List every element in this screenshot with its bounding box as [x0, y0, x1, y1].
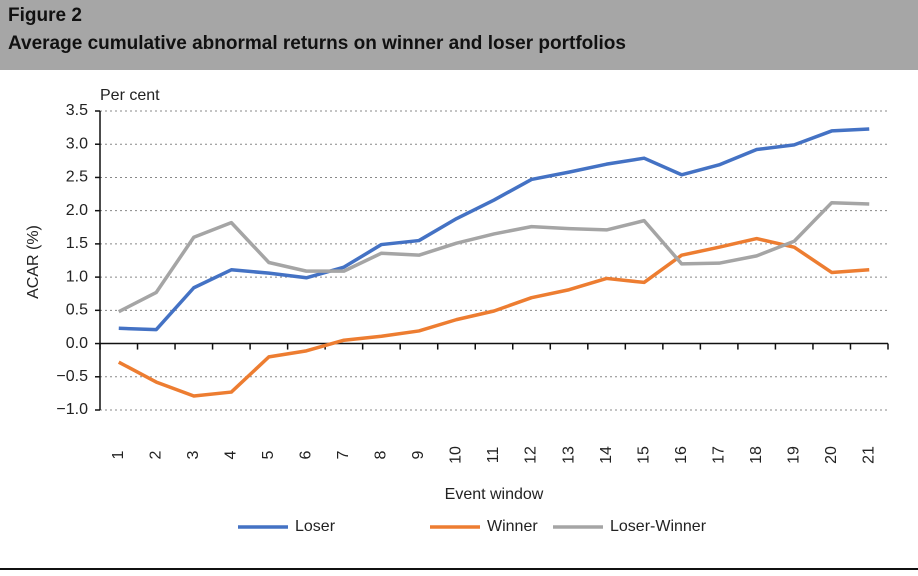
y-tick-label: 2.0 [66, 202, 88, 219]
figure-number: Figure 2 [8, 5, 82, 26]
y-tick-label: 3.0 [66, 135, 88, 152]
x-tick-label: 2 [148, 450, 165, 459]
y-tick-label: 1.5 [66, 235, 88, 252]
x-tick-label: 16 [673, 446, 690, 464]
x-tick-label: 6 [298, 450, 315, 459]
x-tick-label: 10 [448, 446, 465, 464]
series-line [117, 200, 870, 314]
y-tick-label: 0.0 [66, 335, 88, 352]
x-tick-label: 4 [223, 450, 240, 459]
legend-label: Loser [295, 518, 336, 535]
x-tick-label: 17 [710, 446, 727, 464]
legend-label: Loser-Winner [610, 518, 707, 535]
y-tick-label: −1.0 [56, 401, 88, 418]
y-tick-label: 3.5 [66, 102, 88, 119]
y-tick-label: −0.5 [56, 368, 88, 385]
x-tick-label: 1 [110, 450, 127, 459]
x-tick-label: 13 [560, 446, 577, 464]
x-tick-label: 5 [260, 450, 277, 459]
x-tick-label: 3 [185, 450, 202, 459]
x-tick-label: 15 [635, 446, 652, 464]
x-tick-label: 21 [860, 446, 877, 464]
y-unit: Per cent [100, 87, 160, 104]
series-line [117, 236, 870, 398]
x-tick-label: 18 [748, 446, 765, 464]
x-tick-label: 12 [523, 446, 540, 464]
y-tick-label: 2.5 [66, 169, 88, 186]
figure-title: Average cumulative abnormal returns on w… [8, 33, 626, 54]
x-tick-label: 8 [373, 450, 390, 459]
series-line [118, 127, 870, 332]
header-band [0, 0, 918, 70]
legend-label: Winner [487, 518, 538, 535]
x-tick-label: 9 [410, 450, 427, 459]
y-axis-title: ACAR (%) [25, 225, 42, 299]
x-tick-label: 20 [823, 446, 840, 464]
x-tick-label: 19 [785, 446, 802, 464]
x-tick-label: 7 [335, 450, 352, 459]
x-tick-label: 14 [598, 446, 615, 464]
x-axis-title: Event window [445, 486, 544, 503]
y-tick-label: 0.5 [66, 302, 88, 319]
x-tick-label: 11 [485, 447, 502, 464]
y-tick-label: 1.0 [66, 268, 88, 285]
